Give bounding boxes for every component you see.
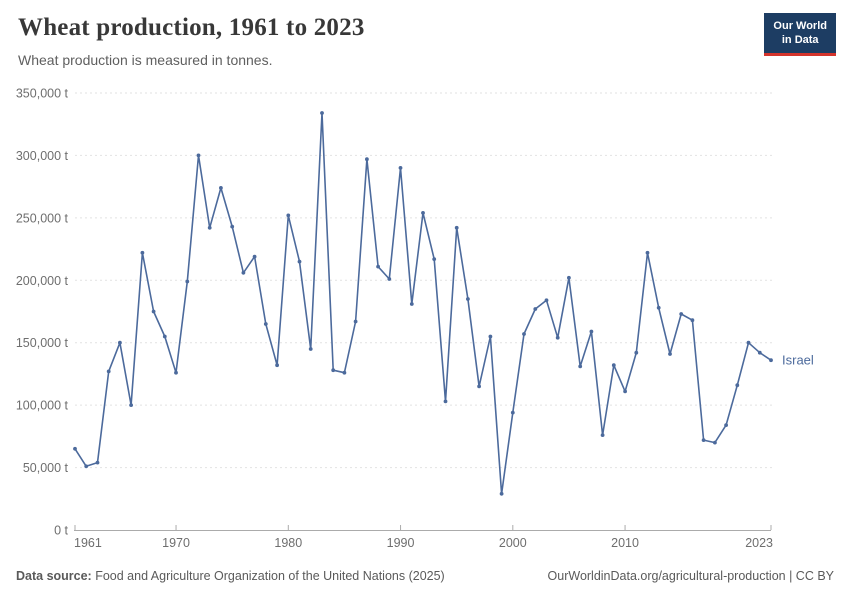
x-axis-tick-label: 2000 — [499, 536, 527, 550]
data-point[interactable] — [544, 298, 549, 303]
data-point[interactable] — [174, 370, 178, 375]
series-label[interactable]: Israel — [782, 353, 814, 368]
data-point[interactable] — [690, 318, 695, 323]
data-point[interactable] — [118, 340, 122, 345]
data-point[interactable] — [634, 350, 639, 355]
page-title: Wheat production, 1961 to 2023 — [18, 14, 365, 41]
owid-logo-line2: in Data — [781, 34, 819, 47]
x-axis-tick-label: 2023 — [745, 536, 773, 550]
x-axis-tick-label: 1980 — [274, 536, 302, 550]
data-point[interactable] — [252, 254, 257, 259]
y-axis-tick-label: 350,000 t — [16, 87, 69, 101]
data-point[interactable] — [376, 264, 380, 269]
data-point[interactable] — [600, 433, 605, 437]
data-point[interactable] — [331, 368, 336, 373]
y-axis-tick-label: 300,000 t — [16, 149, 69, 163]
datasource-text: Food and Agriculture Organization of the… — [91, 569, 445, 583]
data-point[interactable] — [421, 211, 425, 215]
data-point[interactable] — [365, 157, 369, 162]
data-point[interactable] — [95, 460, 100, 465]
y-axis-tick-label: 200,000 t — [16, 274, 69, 288]
data-point[interactable] — [488, 334, 493, 339]
data-point[interactable] — [207, 225, 212, 230]
data-point[interactable] — [387, 277, 392, 281]
data-point[interactable] — [510, 410, 515, 415]
data-point[interactable] — [409, 302, 414, 306]
data-point[interactable] — [713, 440, 717, 445]
data-point[interactable] — [398, 166, 403, 170]
data-point[interactable] — [567, 275, 571, 280]
data-point[interactable] — [185, 279, 190, 284]
data-point[interactable] — [151, 309, 156, 314]
data-point[interactable] — [219, 186, 223, 190]
data-point[interactable] — [746, 340, 751, 345]
x-axis-tick-label: 1990 — [387, 536, 415, 550]
data-point[interactable] — [578, 364, 583, 369]
data-point[interactable] — [342, 370, 347, 375]
data-point[interactable] — [589, 329, 594, 334]
y-axis-tick-label: 50,000 t — [23, 461, 69, 475]
data-point[interactable] — [275, 363, 279, 368]
chart-subtitle: Wheat production is measured in tonnes. — [18, 52, 273, 68]
x-axis-tick-label: 1970 — [162, 536, 190, 550]
data-point[interactable] — [757, 350, 762, 355]
data-point[interactable] — [499, 491, 504, 496]
owid-logo[interactable]: Our World in Data — [764, 13, 836, 56]
footer-datasource: Data source: Food and Agriculture Organi… — [16, 569, 445, 583]
data-point[interactable] — [611, 363, 616, 368]
data-point[interactable] — [477, 384, 481, 389]
y-axis-tick-label: 100,000 t — [16, 399, 69, 413]
data-point[interactable] — [656, 305, 661, 310]
data-point[interactable] — [645, 250, 650, 255]
data-point[interactable] — [443, 399, 448, 404]
data-point[interactable] — [84, 464, 89, 469]
data-point[interactable] — [533, 307, 538, 311]
data-point[interactable] — [196, 153, 201, 158]
data-point[interactable] — [353, 319, 358, 324]
data-point[interactable] — [308, 347, 313, 351]
owid-logo-line1: Our World — [773, 20, 827, 32]
data-point[interactable] — [286, 213, 291, 218]
data-point[interactable] — [140, 250, 145, 255]
data-point[interactable] — [241, 270, 246, 275]
data-point[interactable] — [129, 403, 134, 407]
data-point[interactable] — [679, 312, 684, 316]
data-point[interactable] — [724, 423, 728, 427]
y-axis-tick-label: 0 t — [54, 524, 68, 538]
data-point[interactable] — [769, 358, 773, 363]
data-point[interactable] — [230, 224, 235, 229]
data-point[interactable] — [263, 322, 268, 326]
data-point[interactable] — [701, 438, 706, 442]
datasource-label: Data source: — [16, 569, 92, 583]
data-point[interactable] — [735, 383, 740, 388]
data-point[interactable] — [555, 335, 560, 340]
data-point[interactable] — [668, 352, 672, 356]
data-point[interactable] — [73, 446, 77, 451]
data-point[interactable] — [454, 225, 459, 230]
series-line[interactable] — [74, 112, 772, 495]
data-point[interactable] — [106, 369, 111, 374]
footer-citation-link[interactable]: OurWorldinData.org/agricultural-producti… — [547, 569, 834, 583]
y-axis-tick-label: 150,000 t — [16, 336, 69, 350]
data-point[interactable] — [320, 111, 324, 115]
x-axis-tick-label: 1961 — [74, 536, 102, 550]
data-point[interactable] — [162, 334, 167, 339]
data-point[interactable] — [623, 389, 627, 394]
y-axis-tick-label: 250,000 t — [16, 211, 69, 225]
data-point[interactable] — [432, 257, 437, 261]
data-point[interactable] — [466, 297, 470, 301]
data-point[interactable] — [522, 332, 526, 336]
x-axis-tick-label: 2010 — [611, 536, 639, 550]
data-point[interactable] — [297, 259, 302, 264]
